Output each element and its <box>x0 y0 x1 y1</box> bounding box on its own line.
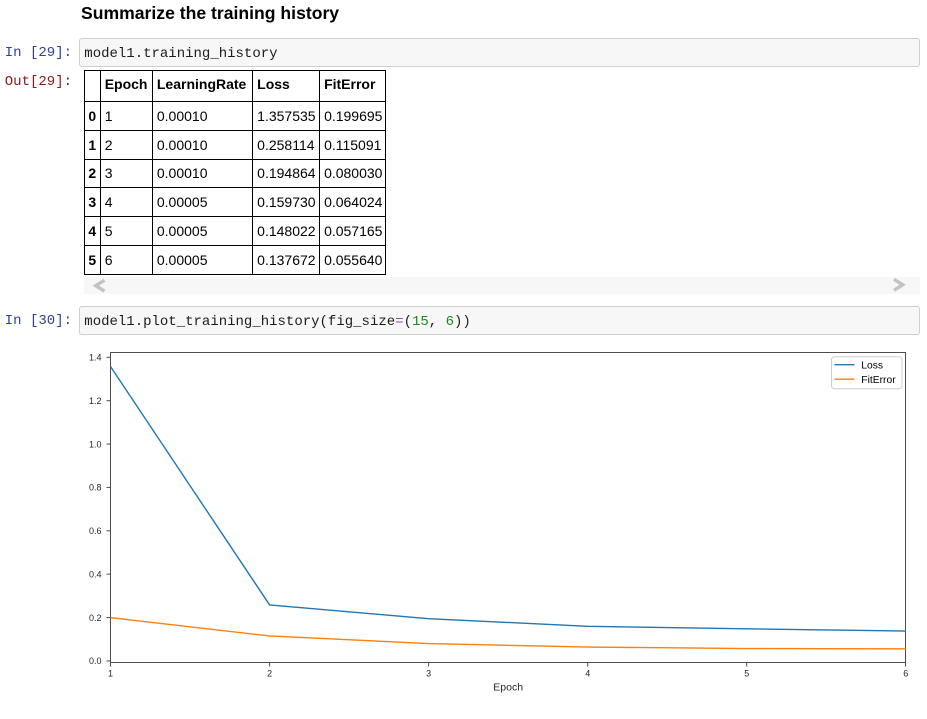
svg-text:6: 6 <box>903 669 908 679</box>
svg-text:0.4: 0.4 <box>89 569 102 579</box>
svg-text:0.6: 0.6 <box>89 526 102 536</box>
svg-text:2: 2 <box>267 669 272 679</box>
svg-text:FitError: FitError <box>861 375 896 386</box>
svg-text:1.4: 1.4 <box>89 353 102 363</box>
svg-text:Epoch: Epoch <box>493 682 523 694</box>
svg-text:1.0: 1.0 <box>89 439 102 449</box>
svg-text:4: 4 <box>585 669 590 679</box>
svg-text:1.2: 1.2 <box>89 396 102 406</box>
svg-text:5: 5 <box>744 669 749 679</box>
svg-text:0.8: 0.8 <box>89 483 102 493</box>
svg-text:0.2: 0.2 <box>89 613 102 623</box>
svg-text:3: 3 <box>426 669 431 679</box>
svg-text:Loss: Loss <box>861 360 883 371</box>
svg-text:1: 1 <box>108 669 113 679</box>
svg-text:0.0: 0.0 <box>89 656 102 666</box>
